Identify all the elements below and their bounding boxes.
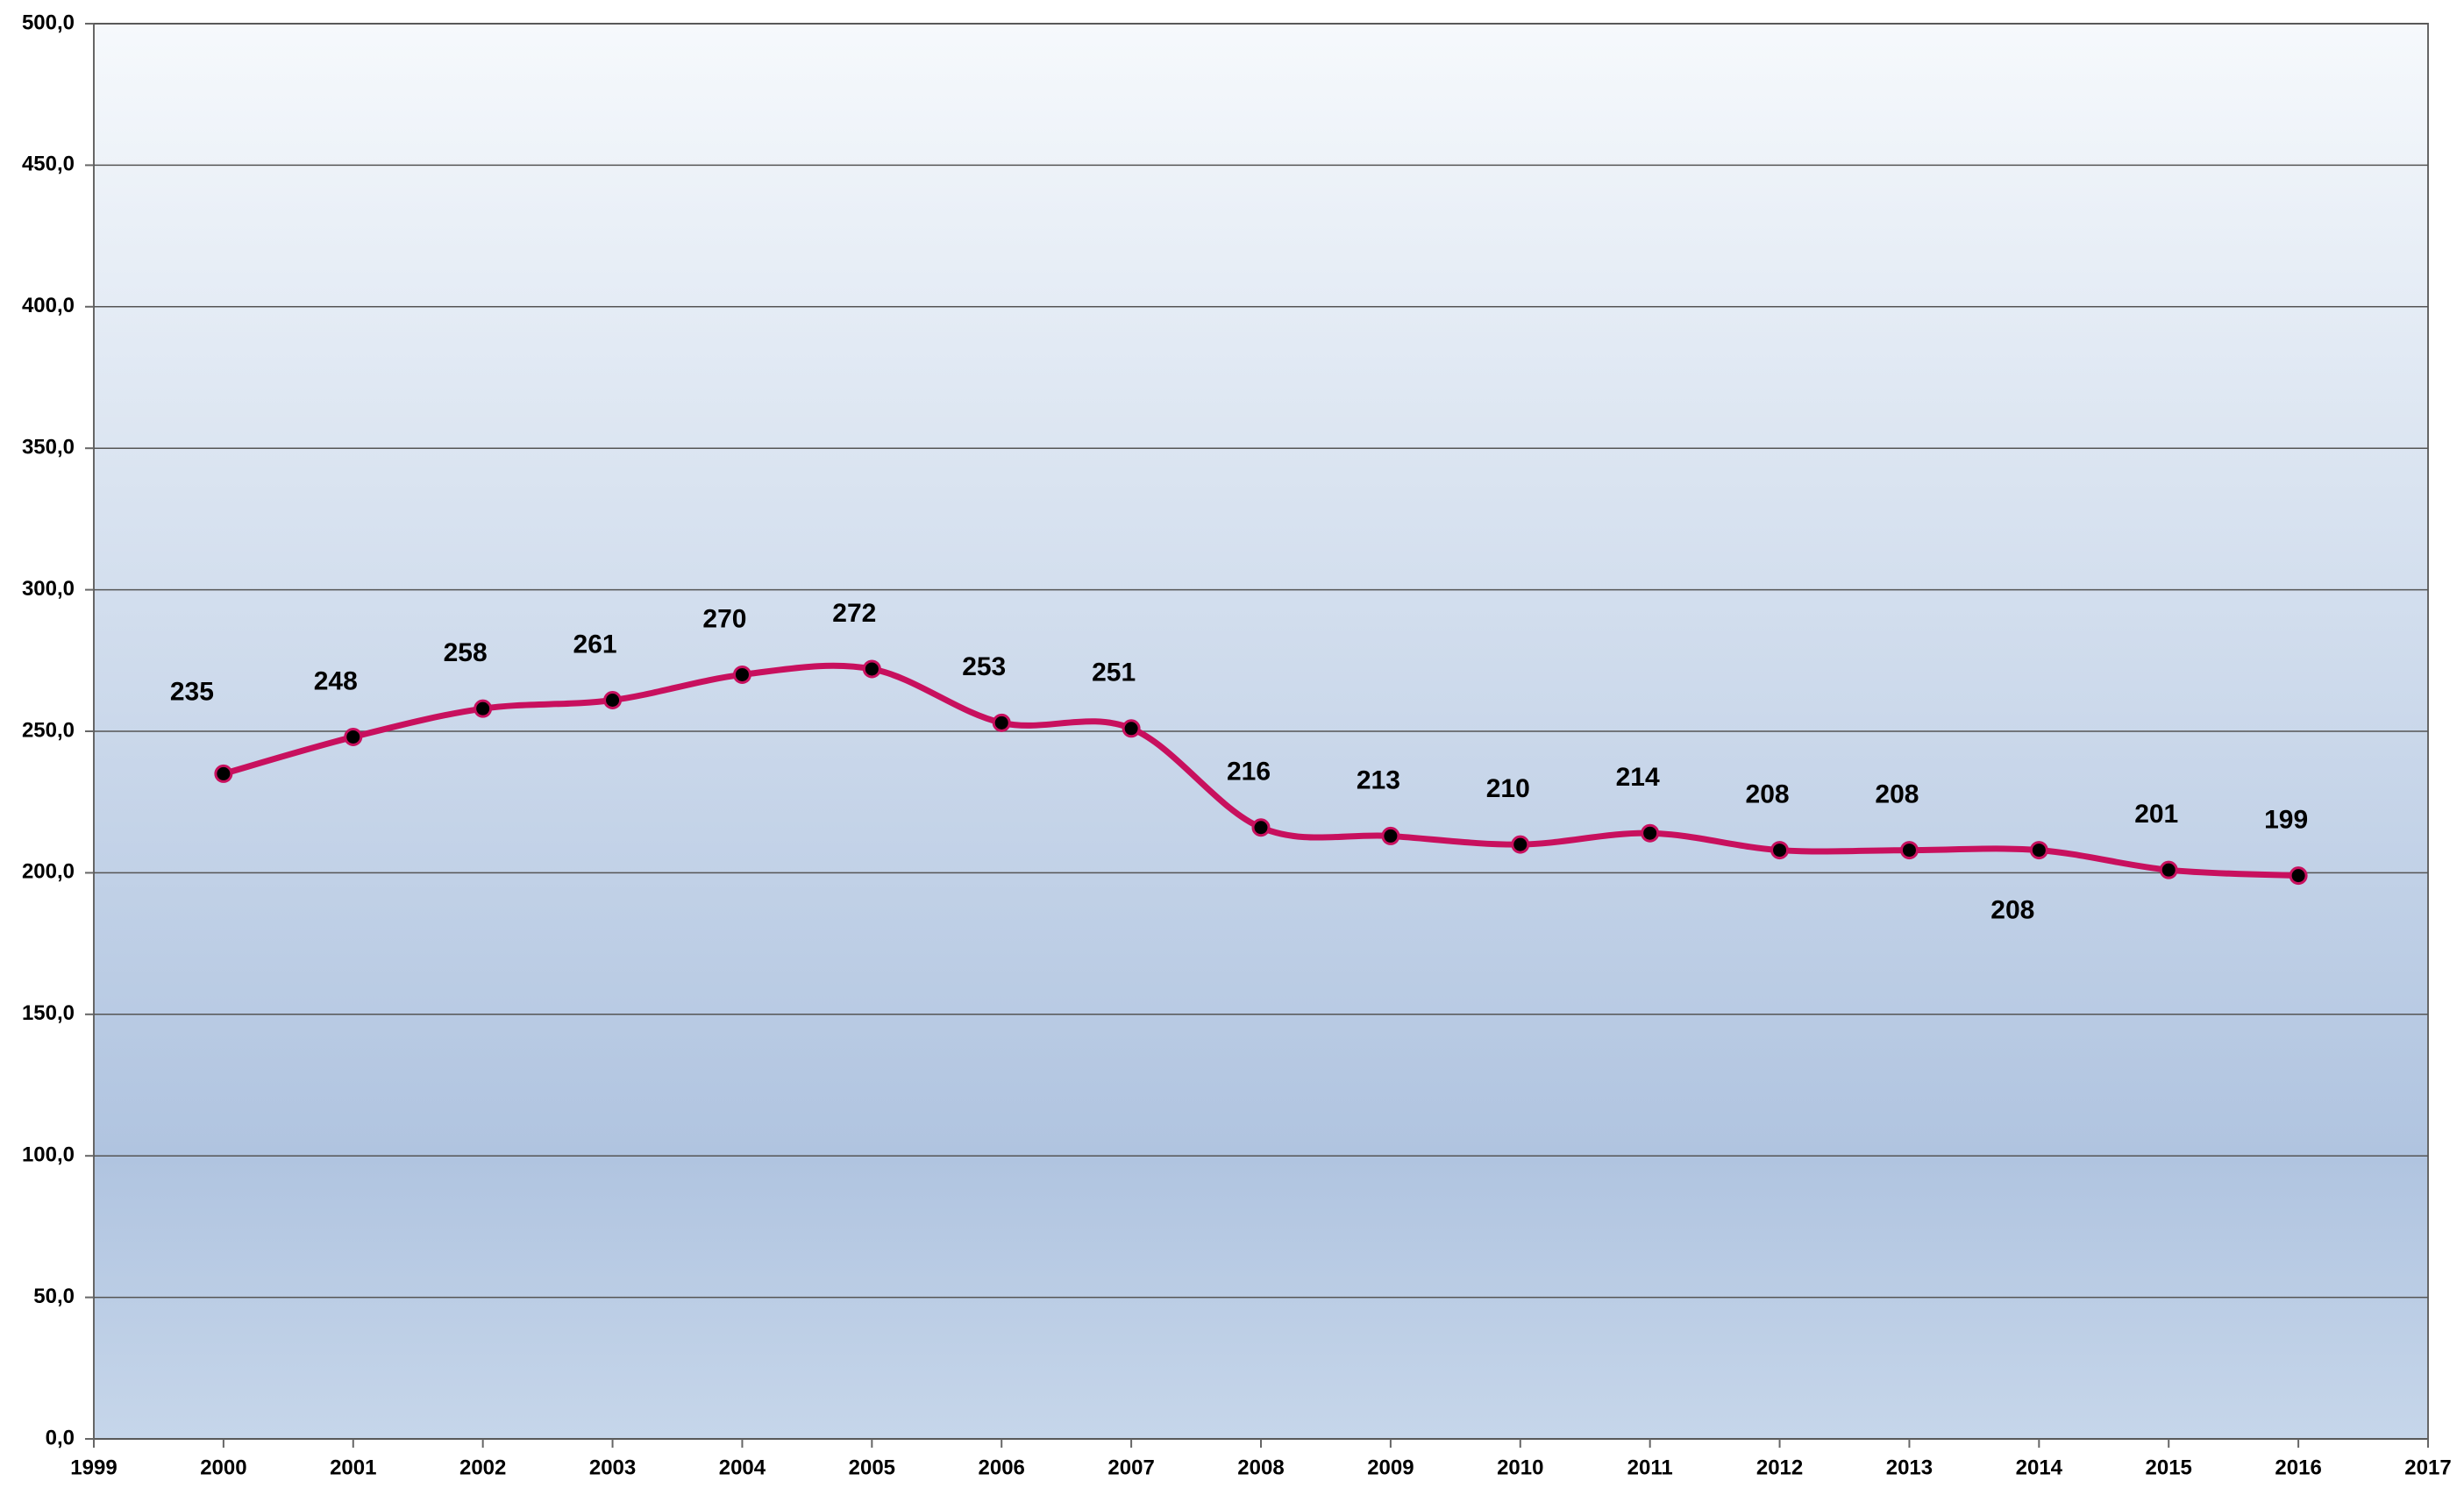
- data-point: [1641, 823, 1660, 843]
- y-tick-label: 500,0: [22, 11, 75, 34]
- x-tick-label: 2006: [979, 1456, 1025, 1479]
- y-tick-label: 450,0: [22, 153, 75, 176]
- x-tick-label: 2009: [1367, 1456, 1414, 1479]
- y-tick-label: 150,0: [22, 1001, 75, 1025]
- x-tick-label: 2014: [2016, 1456, 2063, 1479]
- x-tick-label: 2013: [1886, 1456, 1933, 1479]
- x-tick-label: 2000: [200, 1456, 246, 1479]
- x-tick-label: 1999: [70, 1456, 117, 1479]
- data-point: [1770, 841, 1790, 860]
- data-point: [1381, 826, 1400, 845]
- x-tick-label: 2005: [849, 1456, 895, 1479]
- x-tick-label: 2011: [1627, 1456, 1673, 1479]
- y-tick-label: 300,0: [22, 577, 75, 601]
- y-tick-label: 400,0: [22, 294, 75, 317]
- x-tick-label: 2004: [719, 1456, 766, 1479]
- data-point: [214, 764, 233, 783]
- y-tick-label: 50,0: [33, 1285, 75, 1308]
- data-point: [862, 659, 881, 679]
- data-label: 270: [702, 604, 746, 633]
- data-label: 199: [2264, 806, 2308, 835]
- x-tick-label: 2003: [589, 1456, 636, 1479]
- x-tick-label: 2010: [1497, 1456, 1543, 1479]
- y-tick-label: 250,0: [22, 718, 75, 742]
- data-point: [992, 713, 1011, 732]
- data-label: 208: [1746, 780, 1790, 808]
- y-tick-label: 350,0: [22, 436, 75, 459]
- data-point: [1511, 835, 1530, 854]
- data-point: [1122, 719, 1141, 738]
- x-tick-label: 2001: [330, 1456, 376, 1479]
- data-label: 248: [314, 666, 358, 695]
- data-label: 251: [1092, 659, 1136, 687]
- data-point: [2159, 860, 2178, 879]
- data-label: 261: [573, 630, 617, 659]
- y-tick-label: 100,0: [22, 1143, 75, 1167]
- data-label: 235: [170, 677, 214, 706]
- data-label: 208: [1990, 895, 2034, 924]
- x-tick-label: 2002: [459, 1456, 506, 1479]
- data-label: 201: [2134, 800, 2178, 829]
- data-label: 216: [1227, 758, 1271, 787]
- data-point: [1899, 841, 1919, 860]
- data-point: [344, 727, 363, 746]
- x-tick-label: 2012: [1756, 1456, 1803, 1479]
- data-label: 210: [1486, 774, 1530, 803]
- data-label: 272: [832, 599, 876, 628]
- y-tick-label: 0,0: [46, 1426, 75, 1449]
- data-label: 253: [962, 652, 1006, 681]
- data-point: [1251, 818, 1271, 837]
- data-point: [603, 690, 623, 709]
- data-point: [2029, 841, 2048, 860]
- x-tick-label: 2008: [1237, 1456, 1284, 1479]
- data-label: 258: [444, 638, 488, 667]
- data-label: 208: [1875, 780, 1919, 808]
- data-label: 213: [1357, 765, 1400, 794]
- data-label: 214: [1616, 763, 1660, 792]
- data-point: [732, 665, 751, 684]
- x-tick-label: 2016: [2275, 1456, 2321, 1479]
- x-tick-label: 2017: [2404, 1456, 2451, 1479]
- data-point: [2289, 866, 2308, 886]
- x-tick-label: 2015: [2146, 1456, 2192, 1479]
- x-tick-label: 2007: [1107, 1456, 1154, 1479]
- y-tick-label: 200,0: [22, 860, 75, 884]
- data-point: [474, 699, 493, 718]
